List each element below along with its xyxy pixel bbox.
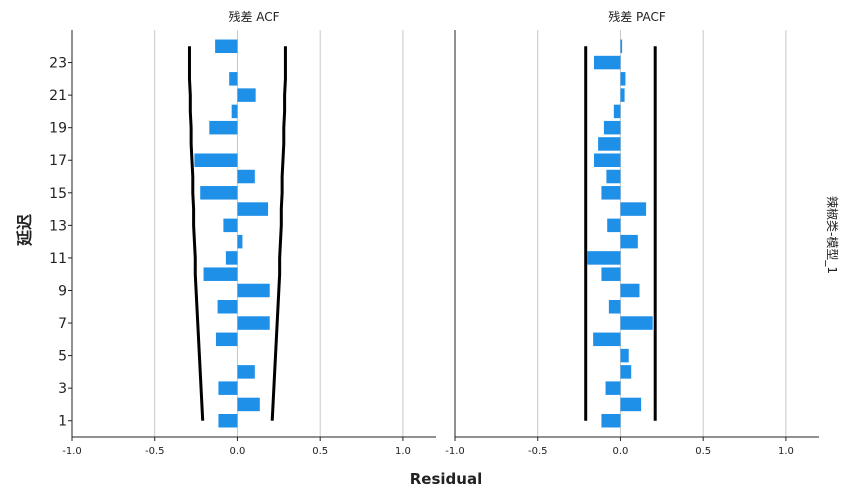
panel-title: 残差 ACF [228,10,279,24]
y-tick-label: 1 [58,414,67,430]
strip-label: 辣椒类-模型_1 [825,196,839,274]
bar-lag-2 [620,397,642,412]
bar-lag-12 [237,234,243,249]
upper-confidence-line [270,46,287,421]
x-tick-label: -0.5 [145,446,165,457]
bar-lag-6 [593,332,621,347]
bar-lag-3 [218,381,238,395]
bar-lag-13 [223,218,238,233]
x-tick-label: 1.0 [395,446,411,457]
bar-lag-20 [613,104,621,119]
bar-lag-22 [620,72,626,86]
bar-lag-3 [605,381,621,395]
bar-lag-22 [229,72,238,86]
bar-lag-13 [607,218,621,233]
bar-lag-18 [598,137,621,151]
panel-pacf: 残差 PACF -1.0 -0.5 0.0 0.5 1.0 [445,10,819,457]
bar-lag-9 [237,283,270,298]
x-tick-label: 1.0 [778,446,794,457]
bar-lag-9 [620,283,640,298]
bar-lag-17 [194,153,238,167]
x-tick-label: -1.0 [62,446,82,457]
bar-lag-17 [593,153,621,167]
panel-title: 残差 PACF [608,10,666,24]
panels-group: 残差 ACF-1.0 -0.5 0.0 0.5 1.013579111315171921… [49,10,819,457]
bar-lag-6 [215,332,238,347]
bar-lag-5 [620,348,629,363]
bar-lag-11 [587,251,621,265]
lower-confidence-line [187,46,205,421]
x-tick-label: -0.5 [528,446,548,457]
panel-acf: 残差 ACF-1.0 -0.5 0.0 0.5 1.013579111315171921… [49,10,436,457]
bar-lag-8 [217,300,238,314]
bar-lag-11 [225,251,238,265]
bar-lag-20 [231,104,238,119]
y-tick-label: 15 [49,186,67,202]
bar-lag-19 [209,120,238,135]
bar-lag-10 [601,267,621,281]
bar-lag-15 [601,186,621,200]
bar-lag-7 [237,316,270,330]
bar-lag-21 [620,88,625,102]
x-tick-label: 0.5 [312,446,328,457]
bar-lag-16 [606,169,621,184]
bar-lag-24 [620,39,623,54]
bar-lag-4 [620,365,632,379]
y-tick-label: 21 [49,88,67,104]
y-tick-label: 7 [58,316,67,332]
bar-lag-10 [203,267,238,281]
x-tick-label: 0.0 [230,446,246,457]
x-axis-label: Residual [410,470,482,488]
bar-lag-16 [237,169,255,184]
bar-lag-14 [620,202,647,216]
bar-lag-23 [593,55,621,70]
bar-lag-1 [601,413,621,428]
bar-lag-2 [237,397,260,412]
bar-lag-24 [215,39,238,54]
bar-lag-7 [620,316,653,330]
x-tick-label: 0.5 [695,446,711,457]
y-tick-label: 3 [58,381,67,397]
bar-lag-4 [237,365,255,379]
x-tick-label: 0.0 [613,446,629,457]
y-tick-label: 23 [49,56,67,72]
bar-lag-8 [608,300,621,314]
y-tick-label: 17 [49,153,67,169]
y-tick-label: 9 [58,283,67,299]
y-tick-label: 13 [49,218,67,234]
bar-lag-1 [218,413,238,428]
x-tick-label: -1.0 [445,446,465,457]
y-tick-label: 19 [49,121,67,137]
y-tick-label: 5 [58,349,67,365]
bar-lag-14 [237,202,269,216]
bar-lag-21 [237,88,256,102]
bar-lag-15 [200,186,238,200]
y-tick-label: 11 [49,251,67,267]
y-axis-label: 延迟 [15,214,34,247]
bar-lag-12 [620,234,638,249]
bar-lag-19 [603,120,621,135]
